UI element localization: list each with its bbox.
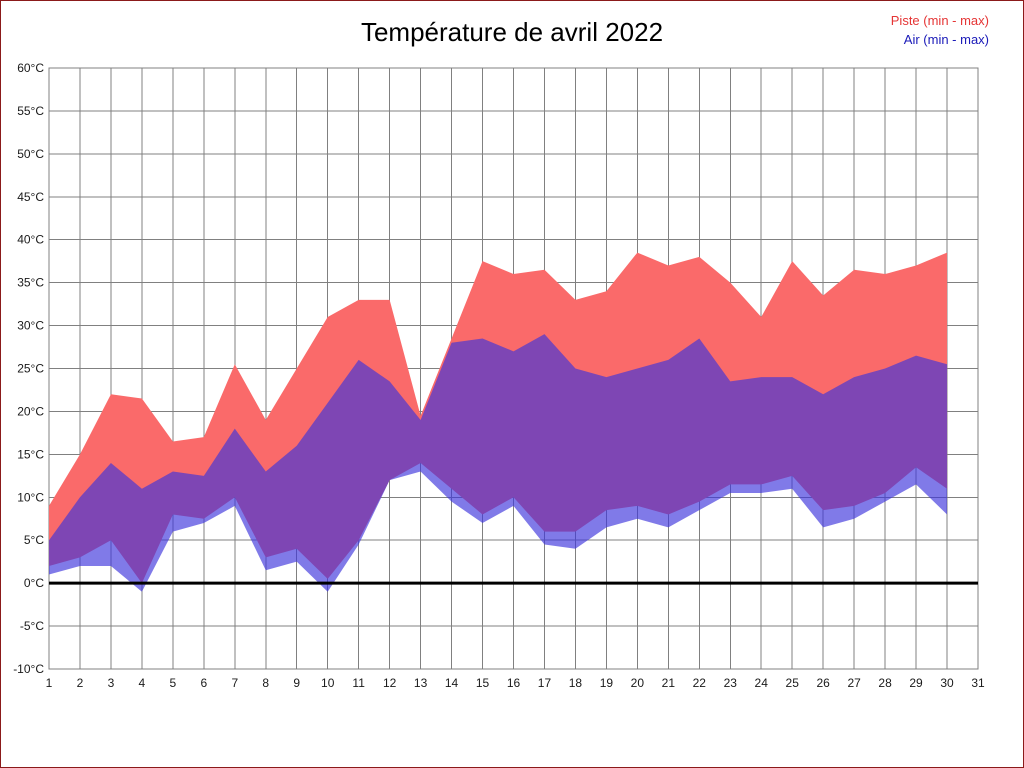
y-tick-label: 15°C	[17, 447, 44, 461]
x-tick-label: 4	[139, 676, 146, 690]
x-tick-label: 11	[352, 676, 365, 690]
y-tick-label: 5°C	[24, 533, 44, 547]
y-tick-label: 30°C	[17, 319, 44, 333]
x-tick-label: 19	[600, 676, 614, 690]
x-tick-label: 31	[971, 676, 985, 690]
y-tick-label: -10°C	[13, 662, 44, 676]
x-tick-label: 25	[786, 676, 800, 690]
chart-legend: Piste (min - max) Air (min - max)	[891, 11, 989, 49]
x-tick-label: 8	[262, 676, 269, 690]
x-tick-label: 14	[445, 676, 459, 690]
y-tick-label: 40°C	[17, 233, 44, 247]
x-tick-label: 5	[170, 676, 177, 690]
x-tick-label: 1	[46, 676, 53, 690]
x-tick-label: 24	[755, 676, 769, 690]
x-tick-label: 18	[569, 676, 583, 690]
x-tick-label: 22	[693, 676, 707, 690]
x-tick-label: 3	[108, 676, 115, 690]
x-tick-label: 21	[662, 676, 676, 690]
y-tick-label: 35°C	[17, 276, 44, 290]
y-tick-label: 50°C	[17, 147, 44, 161]
x-tick-label: 15	[476, 676, 490, 690]
x-tick-label: 17	[538, 676, 552, 690]
x-tick-label: 30	[940, 676, 954, 690]
x-tick-label: 12	[383, 676, 397, 690]
legend-piste-label: Piste (min - max)	[890, 13, 989, 28]
legend-air-label: Air (min - max)	[903, 32, 989, 47]
y-tick-label: 25°C	[17, 362, 44, 376]
y-tick-label: 0°C	[24, 576, 44, 590]
y-tick-label: 10°C	[17, 490, 44, 504]
x-tick-label: 10	[321, 676, 335, 690]
x-tick-label: 6	[200, 676, 207, 690]
x-tick-label: 28	[878, 676, 892, 690]
x-tick-label: 9	[293, 676, 300, 690]
y-tick-label: 20°C	[17, 404, 44, 418]
air-minmax-band	[49, 334, 948, 592]
x-tick-label: 20	[631, 676, 645, 690]
plot-border	[48, 67, 979, 670]
x-tick-label: 16	[507, 676, 521, 690]
x-tick-label: 27	[847, 676, 861, 690]
x-tick-label: 23	[724, 676, 738, 690]
x-tick-label: 29	[909, 676, 923, 690]
x-tick-label: 13	[414, 676, 428, 690]
x-tick-label: 26	[816, 676, 830, 690]
x-tick-label: 7	[231, 676, 238, 690]
y-tick-label: 55°C	[17, 104, 44, 118]
y-tick-label: 45°C	[17, 190, 44, 204]
y-tick-label: 60°C	[17, 61, 44, 75]
chart-title: Température de avril 2022	[360, 17, 664, 47]
y-tick-label: -5°C	[20, 619, 44, 633]
x-tick-label: 2	[77, 676, 84, 690]
